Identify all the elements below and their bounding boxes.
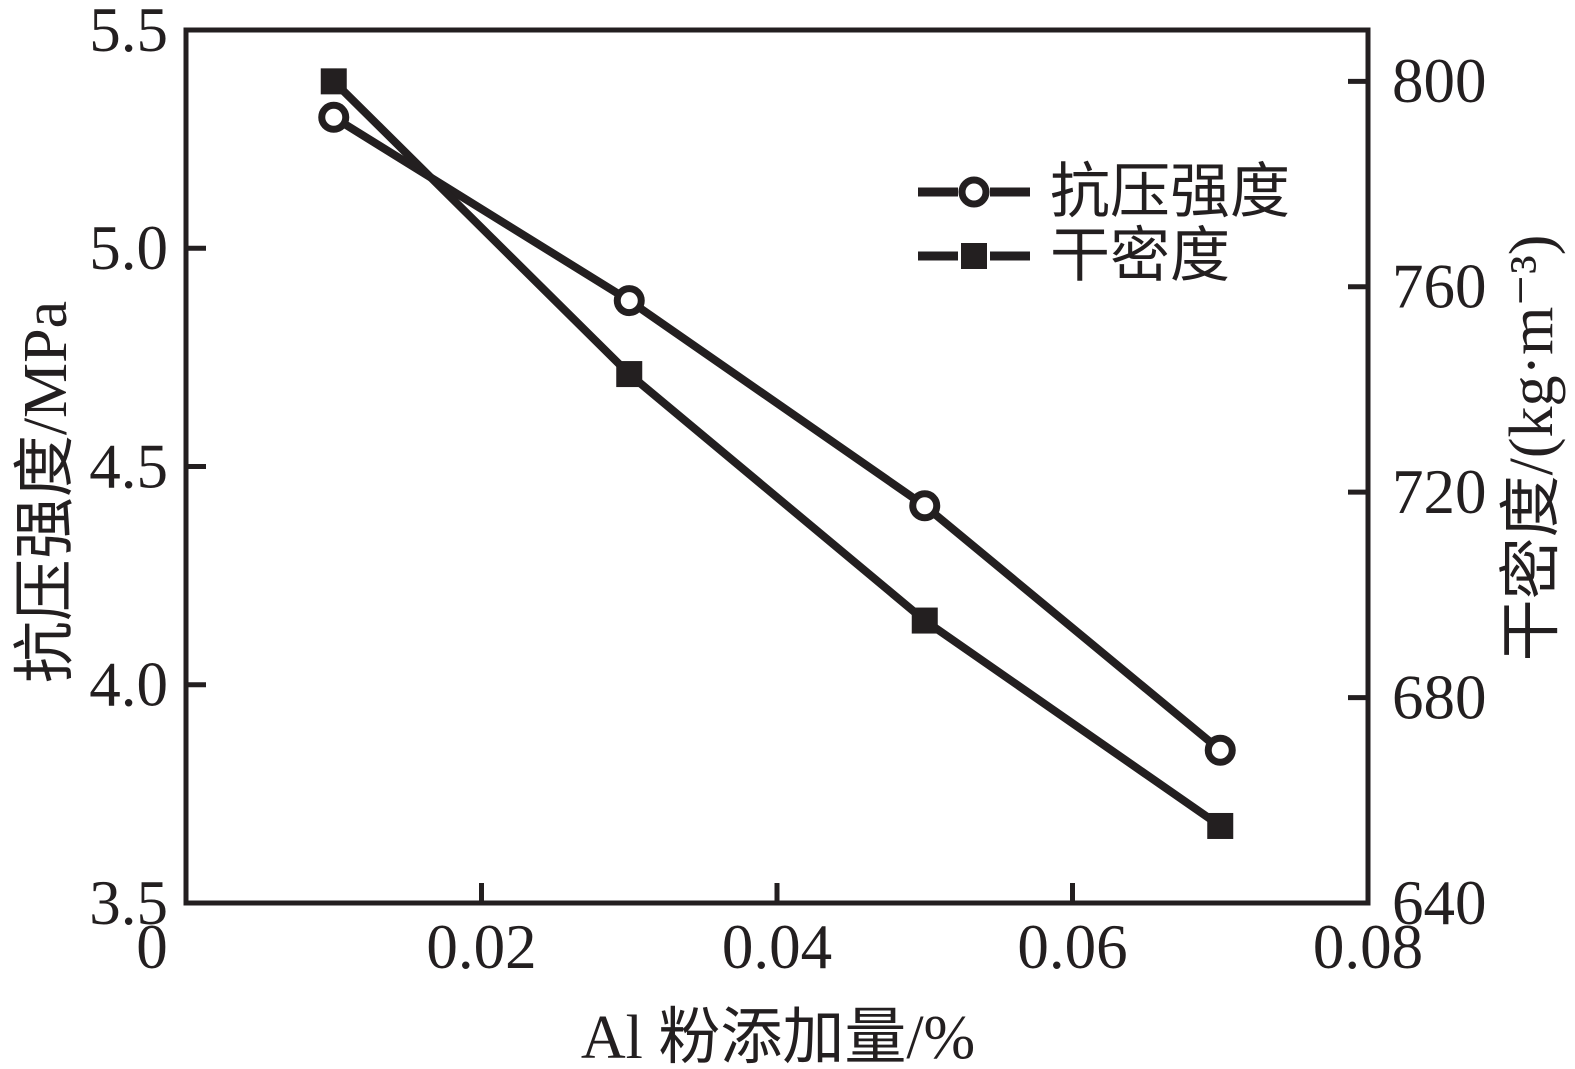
x-tick-label: 0.02 (426, 912, 536, 982)
legend-label-compressive-strength: 抗压强度 (1050, 159, 1290, 225)
data-point-circle-compressive-strength (318, 101, 350, 133)
left-tick-label: 5.5 (89, 0, 168, 65)
data-point-square-dry-density (616, 361, 643, 388)
legend: 抗压强度 干密度 (918, 160, 1290, 288)
left-tick-label: 4.0 (89, 650, 168, 720)
data-point-square-dry-density (1207, 812, 1234, 839)
series-line-dry-density (329, 77, 1225, 830)
x-tick-label: 0.08 (1313, 912, 1423, 982)
left-tick-label: 5.0 (89, 213, 168, 283)
series-line-compressive-strength (329, 113, 1225, 755)
legend-label-dry-density: 干密度 (1050, 223, 1230, 289)
legend-marker-open-circle-icon (918, 176, 1030, 208)
data-point-circle-compressive-strength (909, 490, 941, 522)
right-tick-label: 760 (1392, 252, 1487, 322)
legend-marker-filled-square-icon (918, 243, 1030, 269)
data-point-square-dry-density (320, 68, 347, 95)
left-axis-title: 抗压强度/MPa (12, 300, 80, 684)
right-tick-label: 800 (1392, 46, 1487, 116)
right-tick-label: 640 (1392, 868, 1487, 938)
left-tick-label: 3.5 (89, 868, 168, 938)
x-tick-label: 0 (136, 912, 168, 982)
left-tick-label: 4.5 (89, 431, 168, 501)
right-tick-label: 680 (1392, 662, 1487, 732)
right-axis-title: 干密度/(kg·m⁻³) (1498, 234, 1566, 662)
legend-item-dry-density: 干密度 (918, 224, 1290, 288)
legend-item-compressive-strength: 抗压强度 (918, 160, 1290, 224)
data-point-square-dry-density (911, 607, 938, 634)
right-tick-label: 720 (1392, 457, 1487, 527)
data-point-circle-compressive-strength (1204, 734, 1236, 766)
x-axis-title: Al 粉添加量/% (580, 1004, 976, 1069)
x-tick-label: 0.04 (722, 912, 832, 982)
data-point-circle-compressive-strength (613, 285, 645, 317)
x-tick-label: 0.06 (1017, 912, 1127, 982)
